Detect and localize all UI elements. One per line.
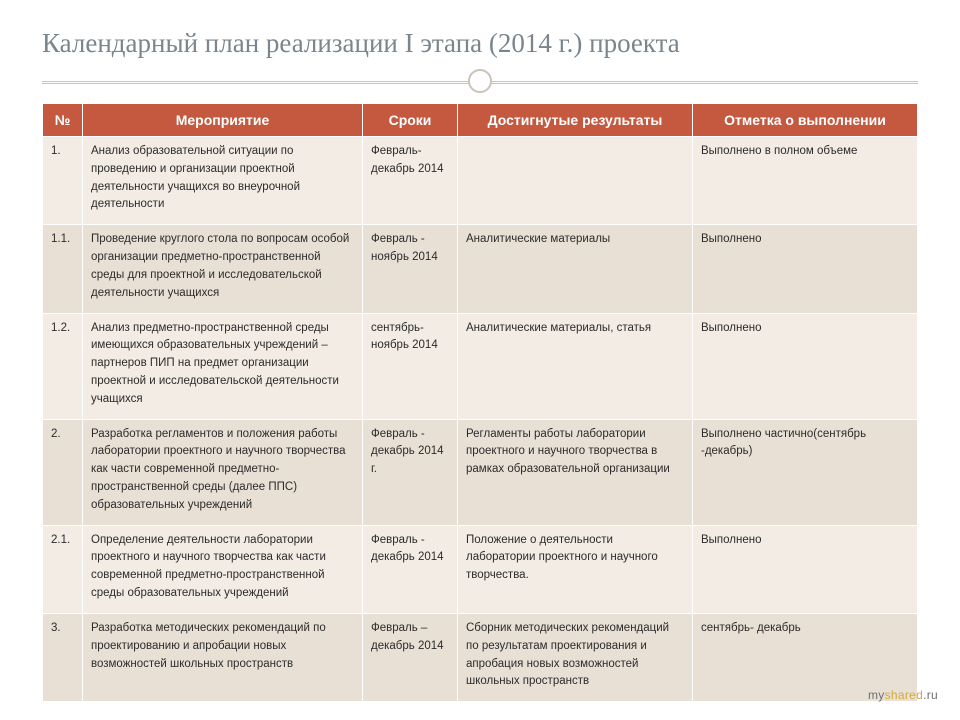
cell-mark: Выполнено в полном объеме bbox=[693, 137, 918, 225]
watermark-ru: .ru bbox=[923, 688, 938, 702]
cell-mark: Выполнено частично(сентябрь -декабрь) bbox=[693, 419, 918, 525]
cell-mark: Выполнено bbox=[693, 313, 918, 419]
table-row: 1.2. Анализ предметно-пространственной с… bbox=[43, 313, 918, 419]
cell-result bbox=[458, 137, 693, 225]
cell-num: 1.1. bbox=[43, 225, 83, 313]
cell-time: Февраль- декабрь 2014 bbox=[363, 137, 458, 225]
watermark-shared: shared bbox=[885, 688, 924, 702]
cell-num: 1. bbox=[43, 137, 83, 225]
cell-activity: Анализ предметно-пространственной среды … bbox=[83, 313, 363, 419]
cell-num: 1.2. bbox=[43, 313, 83, 419]
watermark-my: my bbox=[868, 688, 885, 702]
title-divider bbox=[42, 69, 918, 95]
cell-mark: Выполнено bbox=[693, 225, 918, 313]
table-row: 2. Разработка регламентов и положения ра… bbox=[43, 419, 918, 525]
col-header-num: № bbox=[43, 104, 83, 137]
watermark: myshared.ru bbox=[868, 688, 938, 702]
slide: Календарный план реализации I этапа (201… bbox=[0, 0, 960, 720]
table-row: 1. Анализ образовательной ситуации по пр… bbox=[43, 137, 918, 225]
cell-activity: Проведение круглого стола по вопросам ос… bbox=[83, 225, 363, 313]
cell-time: Февраль – декабрь 2014 bbox=[363, 613, 458, 701]
col-header-time: Сроки bbox=[363, 104, 458, 137]
plan-table: № Мероприятие Сроки Достигнутые результа… bbox=[42, 103, 918, 702]
cell-result: Аналитические материалы bbox=[458, 225, 693, 313]
cell-mark: Выполнено bbox=[693, 525, 918, 613]
col-header-activity: Мероприятие bbox=[83, 104, 363, 137]
page-title: Календарный план реализации I этапа (201… bbox=[42, 28, 918, 59]
cell-result: Регламенты работы лаборатории проектного… bbox=[458, 419, 693, 525]
col-header-result: Достигнутые результаты bbox=[458, 104, 693, 137]
cell-activity: Определение деятельности лаборатории про… bbox=[83, 525, 363, 613]
cell-time: сентябрь- ноябрь 2014 bbox=[363, 313, 458, 419]
table-row: 1.1. Проведение круглого стола по вопрос… bbox=[43, 225, 918, 313]
cell-num: 2. bbox=[43, 419, 83, 525]
cell-num: 3. bbox=[43, 613, 83, 701]
cell-time: Февраль - декабрь 2014 г. bbox=[363, 419, 458, 525]
table-header-row: № Мероприятие Сроки Достигнутые результа… bbox=[43, 104, 918, 137]
cell-num: 2.1. bbox=[43, 525, 83, 613]
cell-result: Аналитические материалы, статья bbox=[458, 313, 693, 419]
cell-activity: Разработка методических рекомендаций по … bbox=[83, 613, 363, 701]
table-body: 1. Анализ образовательной ситуации по пр… bbox=[43, 137, 918, 702]
cell-time: Февраль - ноябрь 2014 bbox=[363, 225, 458, 313]
cell-result: Сборник методических рекомендаций по рез… bbox=[458, 613, 693, 701]
cell-time: Февраль - декабрь 2014 bbox=[363, 525, 458, 613]
table-row: 3. Разработка методических рекомендаций … bbox=[43, 613, 918, 701]
table-row: 2.1. Определение деятельности лаборатори… bbox=[43, 525, 918, 613]
cell-result: Положение о деятельности лаборатории про… bbox=[458, 525, 693, 613]
divider-circle bbox=[468, 69, 492, 93]
cell-activity: Анализ образовательной ситуации по прове… bbox=[83, 137, 363, 225]
cell-activity: Разработка регламентов и положения работ… bbox=[83, 419, 363, 525]
col-header-mark: Отметка о выполнении bbox=[693, 104, 918, 137]
